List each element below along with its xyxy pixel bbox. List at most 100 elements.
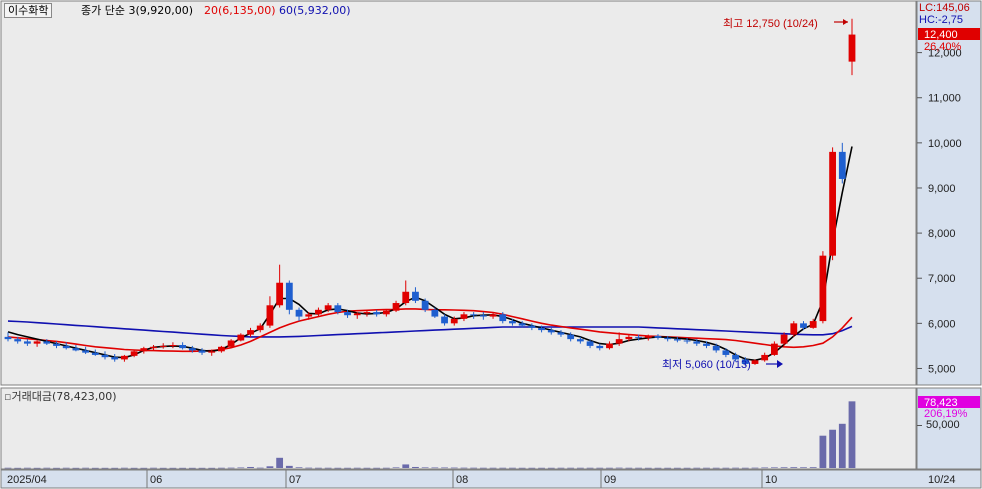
volume-bar <box>218 467 225 469</box>
volume-bar <box>557 467 565 469</box>
xtick-label: 08 <box>456 474 468 486</box>
volume-bar <box>188 467 196 469</box>
volume-bar <box>741 467 749 469</box>
candle-body <box>266 305 274 326</box>
stock-name-box[interactable]: 이수화학 <box>4 3 53 18</box>
volume-bar <box>101 467 109 469</box>
volume-bar <box>382 467 390 469</box>
candle-body <box>373 312 381 315</box>
volume-bar <box>528 467 536 469</box>
volume-bar <box>441 467 448 469</box>
candle-body <box>470 314 478 316</box>
hc-label: HC:-2,75 <box>919 14 963 26</box>
candle-body <box>334 305 342 313</box>
stock-name: 이수화학 <box>8 4 49 17</box>
volume-bar <box>547 467 555 469</box>
candle-body <box>82 350 90 353</box>
candle-body <box>683 340 691 342</box>
volume-bar <box>24 467 31 469</box>
volume-bar <box>198 467 206 469</box>
candle-body <box>53 343 60 346</box>
candle-body <box>344 312 351 316</box>
candle-body <box>576 339 584 342</box>
volume-bar <box>625 467 633 469</box>
candle-body <box>324 305 332 310</box>
price-axis <box>916 0 982 386</box>
candle-body <box>460 314 468 319</box>
xtick-label: 09 <box>604 474 616 486</box>
candle-body <box>305 314 313 317</box>
candle-body <box>635 336 642 338</box>
volume-bar <box>770 467 778 469</box>
xtick-label: 2025/04 <box>7 474 47 486</box>
candle-body <box>43 341 51 344</box>
volume-bar <box>829 429 836 468</box>
candle-body <box>751 360 759 364</box>
lc-label: LC:145,06 <box>919 2 970 14</box>
volume-legend-text: 거래대금(78,423,00) <box>11 390 117 403</box>
candle-body <box>150 346 157 349</box>
candle-body <box>237 334 245 341</box>
low-arrowhead <box>777 360 783 368</box>
volume-bar <box>470 467 478 469</box>
volume-bar <box>140 467 148 469</box>
ytick-label: 11,000 <box>928 93 961 105</box>
volume-bar <box>237 467 245 469</box>
price-panel <box>0 0 917 386</box>
candle-body <box>848 34 856 62</box>
volume-badge <box>918 396 980 408</box>
candle-body <box>829 151 836 256</box>
candle-body <box>14 339 22 342</box>
candle-body <box>800 323 807 328</box>
candle-body <box>838 151 846 179</box>
volume-bar <box>567 467 575 469</box>
candle-body <box>625 336 633 340</box>
xtick-label: 06 <box>150 474 162 486</box>
ytick-label: 9,000 <box>928 183 956 195</box>
candle-body <box>421 300 429 310</box>
ma20-line <box>7 308 853 353</box>
ytick-label: 6,000 <box>928 318 956 330</box>
xtick-label: 10/24 <box>928 474 956 486</box>
volume-bar <box>431 467 439 469</box>
volume-bar <box>576 467 584 469</box>
volume-legend: ▫거래대금(78,423,00) <box>4 390 117 403</box>
candle-body <box>567 334 575 340</box>
ma3-line <box>7 146 853 362</box>
volume-bar <box>130 467 138 469</box>
volume-bar <box>518 467 526 469</box>
volume-bar <box>838 423 846 468</box>
volume-bar <box>43 467 51 469</box>
volume-bar <box>373 467 381 469</box>
candle-body <box>606 343 613 349</box>
volume-ytick: 50,000 <box>926 419 960 431</box>
volume-bar <box>712 467 720 469</box>
time-axis <box>0 469 982 489</box>
ytick-label: 12,000 <box>928 48 962 60</box>
candle-body <box>780 334 788 344</box>
xtick-label: 10 <box>765 474 777 486</box>
candle-body <box>489 314 497 317</box>
high-annotation: 최고 12,750 (10/24) <box>723 17 818 30</box>
candle-body <box>722 350 730 355</box>
candle-body <box>770 343 778 355</box>
candle-body <box>596 345 604 349</box>
candle-body <box>518 323 526 326</box>
candle-body <box>130 351 138 356</box>
candle-body <box>693 341 701 344</box>
ytick-label: 7,000 <box>928 273 956 285</box>
candle-body <box>654 335 662 338</box>
volume-bar <box>790 467 798 468</box>
volume-bar <box>295 467 303 468</box>
price-badge <box>918 28 980 40</box>
candle-body <box>188 348 196 351</box>
volume-bar <box>615 467 623 469</box>
volume-bar <box>82 467 90 469</box>
candle-body <box>111 357 119 360</box>
candle-body <box>586 341 594 346</box>
volume-bar <box>800 467 807 468</box>
candle-body <box>4 336 12 340</box>
ytick-label: 8,000 <box>928 228 956 240</box>
candle-body <box>121 355 128 360</box>
volume-bar <box>479 467 487 469</box>
